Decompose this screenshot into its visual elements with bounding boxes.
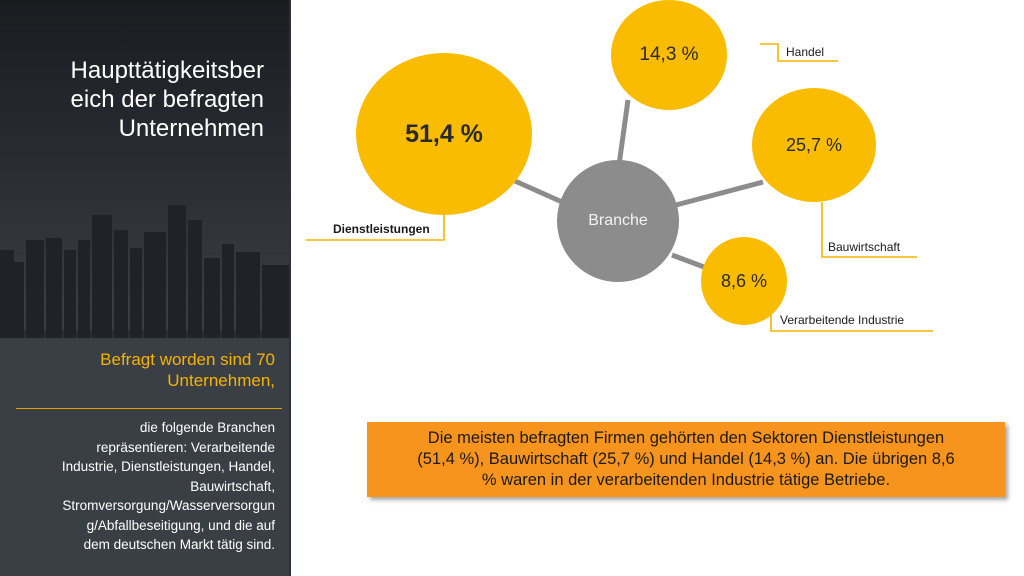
connector-handel [616, 99, 631, 166]
sidebar-body-line: g/Abfallbeseitigung, und die auf [86, 517, 275, 533]
sidebar-body-line: repräsentieren: Verarbeitende [96, 439, 275, 455]
label-handel: Handel [786, 45, 825, 59]
bubble-verarbeitende-industrie: 8,6 % [701, 237, 787, 325]
sidebar-body-text: die folgende Branchen repräsentieren: Ve… [7, 418, 275, 555]
connector-bauwirtschaft [675, 179, 764, 208]
sidebar-body-line: Stromversorgung/Wasserversorgun [62, 498, 275, 513]
city-skyline-image [0, 205, 289, 576]
connector-verarbeitende [671, 252, 705, 270]
sidebar-title-line: Unternehmen [118, 115, 264, 142]
leader-bauwirtschaft [821, 202, 917, 258]
sidebar-title-line: Haupttätigkeitsber [70, 57, 264, 84]
label-bauwirtschaft: Bauwirtschaft [828, 240, 901, 254]
callout-line: (51,4 %), Bauwirtschaft (25,7 %) und Han… [417, 450, 955, 468]
bubble-value: 25,7 % [785, 134, 843, 155]
leader-dienstleistungen [306, 210, 445, 241]
sidebar-body-line: Industrie, Dienstleistungen, Handel, [61, 459, 275, 474]
leader-handel [760, 43, 838, 62]
sidebar-subtitle: Befragt worden sind 70 Unternehmen, [15, 349, 275, 391]
label-dienstleistungen: Dienstleistungen [333, 222, 430, 236]
sidebar-subtitle-line: Befragt worden sind 70 [100, 350, 275, 369]
callout-line: % waren in der verarbeitenden Industrie … [481, 471, 891, 489]
bubble-value: 8,6 % [720, 270, 768, 291]
callout-line: Die meisten befragten Firmen gehörten de… [427, 429, 945, 447]
sidebar-body-line: Bauwirtschaft, [190, 478, 275, 494]
bubble-bauwirtschaft: 25,7 % [752, 88, 876, 202]
sidebar-body-line: die folgende Branchen [139, 420, 275, 435]
sidebar-divider [16, 408, 282, 409]
hub-branche: Branche [557, 160, 679, 282]
bubble-handel: 14,3 % [611, 0, 727, 110]
leader-verarbeitende [770, 310, 933, 332]
sidebar-title-line: eich der befragten [70, 86, 264, 113]
bubble-value: 14,3 % [639, 44, 699, 65]
bubble-dienstleistungen: 51,4 % [356, 53, 532, 215]
sidebar-panel: Haupttätigkeitsber eich der befragten Un… [0, 0, 291, 576]
sidebar-subtitle-line: Unternehmen, [167, 371, 275, 390]
summary-callout: Die meisten befragten Firmen gehörten de… [367, 422, 1005, 497]
sidebar-title: Haupttätigkeitsber eich der befragten Un… [14, 56, 264, 143]
bubble-value: 51,4 % [405, 119, 483, 148]
sidebar-body-line: dem deutschen Markt tätig sind. [83, 537, 275, 552]
hub-label: Branche [588, 212, 648, 229]
label-verarbeitende-industrie: Verarbeitende Industrie [780, 313, 905, 327]
